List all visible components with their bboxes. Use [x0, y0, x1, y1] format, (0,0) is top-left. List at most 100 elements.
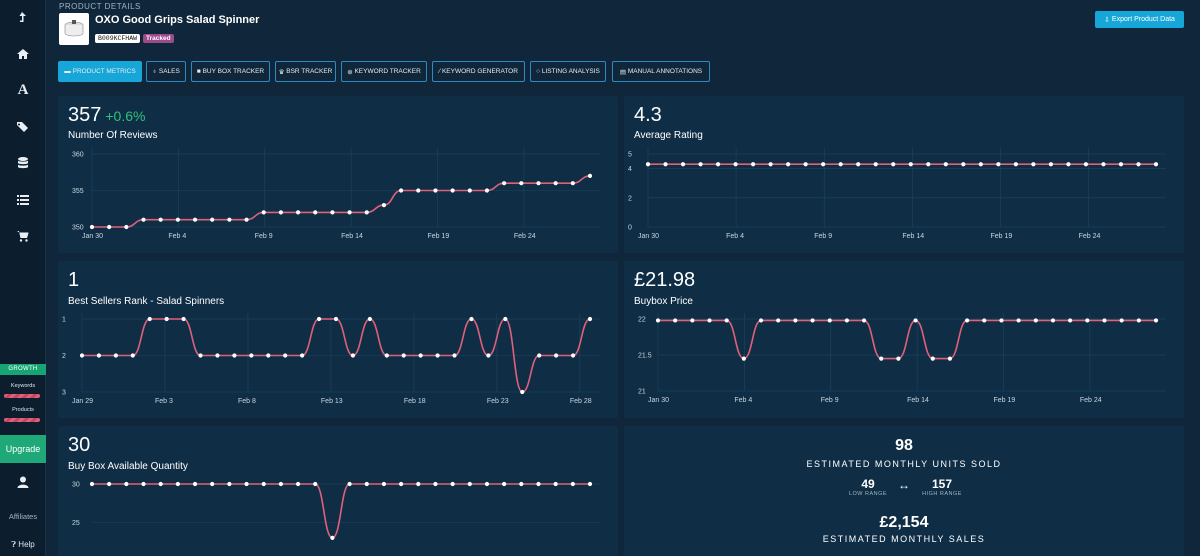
data-point — [333, 316, 339, 322]
rating-label: Average Rating — [634, 130, 703, 141]
x-tick-label: Feb 24 — [514, 233, 536, 240]
upgrade-button[interactable]: Upgrade — [0, 435, 46, 463]
low-range-value: 49 — [861, 477, 875, 491]
y-tick-label: 30 — [72, 482, 80, 489]
data-point — [486, 353, 491, 358]
product-title: OXO Good Grips Salad Spinner — [95, 14, 260, 26]
list-icon[interactable] — [0, 182, 46, 218]
x-tick-label: Feb 14 — [907, 397, 929, 404]
y-tick-label: 355 — [72, 188, 84, 195]
y-tick-label: 3 — [62, 390, 66, 397]
salad-spinner-image — [64, 20, 84, 37]
x-tick-label: Jan 29 — [72, 398, 93, 405]
tab-label: BSR TRACKER — [286, 68, 333, 75]
data-point — [502, 181, 507, 186]
tab-sales[interactable]: ♁ SALES — [146, 61, 186, 82]
affiliates-link[interactable]: Affiliates — [8, 512, 38, 521]
tab-buy-box-tracker[interactable]: ■ BUY BOX TRACKER — [191, 61, 270, 82]
data-point — [107, 224, 112, 230]
high-range-label: HIGH RANGE — [922, 491, 962, 497]
data-point — [227, 481, 232, 487]
keywords-label: Keywords — [10, 383, 36, 389]
data-point — [879, 356, 884, 361]
y-tick-label: 21 — [638, 389, 646, 396]
data-point — [873, 162, 878, 167]
data-point — [175, 217, 180, 222]
data-point — [227, 217, 232, 222]
y-tick-label: 21.5 — [638, 353, 652, 360]
tab-listing-analysis[interactable]: ○ LISTING ANALYSIS — [530, 61, 606, 82]
buybox-price-value: £21.98 — [634, 269, 696, 291]
font-a-icon[interactable]: A — [17, 81, 29, 98]
data-point — [698, 162, 703, 167]
data-point — [278, 481, 283, 487]
data-point — [399, 481, 404, 487]
x-tick-label: Feb 28 — [570, 398, 592, 405]
data-point — [175, 481, 180, 487]
y-tick-label: 350 — [72, 225, 84, 232]
data-point — [96, 353, 102, 358]
data-point — [536, 181, 541, 186]
data-point — [827, 318, 832, 323]
tab-label: SALES — [158, 68, 180, 75]
tab-product-metrics[interactable]: ▬ PRODUCT METRICS — [58, 61, 142, 82]
data-point — [350, 353, 356, 358]
high-range: 157 HIGH RANGE — [912, 477, 972, 497]
est-units-value: 98 — [895, 437, 913, 454]
data-point — [433, 188, 438, 193]
data-point — [381, 203, 387, 208]
x-tick-label: Jan 30 — [638, 233, 659, 240]
tab-keyword-tracker[interactable]: ⊛ KEYWORD TRACKER — [341, 61, 427, 82]
data-point — [418, 353, 423, 358]
data-point — [107, 481, 112, 487]
collapse-arrow-icon[interactable] — [0, 0, 46, 36]
reviews-panel: 357 +0.6% Number Of Reviews 360 355 350 Jan … — [58, 96, 618, 253]
data-point — [663, 162, 668, 167]
data-point — [158, 217, 163, 222]
data-point — [707, 318, 712, 323]
buybox-qty-value: 30 — [68, 434, 91, 456]
data-point — [484, 188, 490, 193]
data-point — [295, 481, 301, 487]
tab-bsr-tracker[interactable]: ♛ BSR TRACKER — [275, 61, 336, 82]
data-point — [1068, 318, 1073, 323]
tab-label: KEYWORD TRACKER — [354, 68, 421, 75]
download-icon: ⇩ — [1104, 16, 1110, 24]
tab-manual-annotations[interactable]: ▤ MANUAL ANNOTATIONS — [612, 61, 710, 82]
data-point — [502, 481, 507, 487]
data-point — [1118, 162, 1124, 167]
data-point — [249, 353, 254, 358]
data-point — [758, 318, 764, 323]
user-icon[interactable] — [0, 464, 46, 500]
x-tick-label: Feb 14 — [902, 233, 924, 240]
y-tick-label: 2 — [628, 195, 632, 202]
series-line — [658, 319, 1156, 360]
x-tick-label: Feb 9 — [814, 233, 832, 240]
export-product-data-button[interactable]: ⇩ Export Product Data — [1095, 11, 1184, 28]
rating-value: 4.3 — [634, 104, 662, 126]
shopping-cart-icon[interactable] — [0, 218, 46, 254]
x-tick-label: Feb 14 — [341, 233, 363, 240]
database-icon[interactable] — [0, 145, 46, 181]
data-point — [733, 162, 738, 167]
data-point — [141, 217, 146, 222]
tags-icon[interactable] — [0, 109, 46, 145]
tracked-badge: Tracked — [143, 34, 174, 43]
low-range-label: LOW RANGE — [848, 491, 888, 497]
home-icon[interactable] — [0, 36, 46, 72]
data-point — [452, 353, 457, 358]
data-point — [192, 481, 198, 487]
question-circle-icon: ❓︎ — [11, 540, 17, 549]
data-point — [467, 481, 472, 487]
high-range-value: 157 — [931, 477, 953, 491]
data-point — [645, 162, 651, 167]
rating-panel: 4.3 Average Rating 5 4 2 0 Jan 30 Feb 4 Feb 9 F… — [624, 96, 1184, 253]
data-point — [313, 210, 318, 215]
tab-keyword-generator[interactable]: ⁄ KEYWORD GENERATOR — [432, 61, 525, 82]
data-point — [587, 173, 593, 178]
data-point — [673, 318, 678, 323]
data-point — [1066, 162, 1071, 167]
data-point — [266, 353, 271, 358]
help-link[interactable]: ❓︎ Help — [0, 540, 46, 550]
